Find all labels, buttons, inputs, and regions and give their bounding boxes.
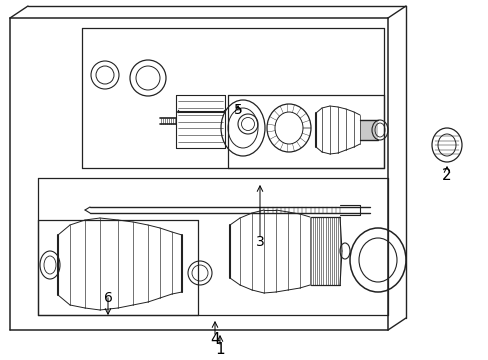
Text: 5: 5 — [233, 103, 242, 117]
Ellipse shape — [339, 243, 349, 259]
Text: 2: 2 — [441, 167, 451, 183]
Text: 1: 1 — [215, 342, 224, 357]
Text: 3: 3 — [255, 235, 264, 249]
Text: 6: 6 — [103, 291, 112, 305]
Text: 4: 4 — [210, 333, 220, 347]
